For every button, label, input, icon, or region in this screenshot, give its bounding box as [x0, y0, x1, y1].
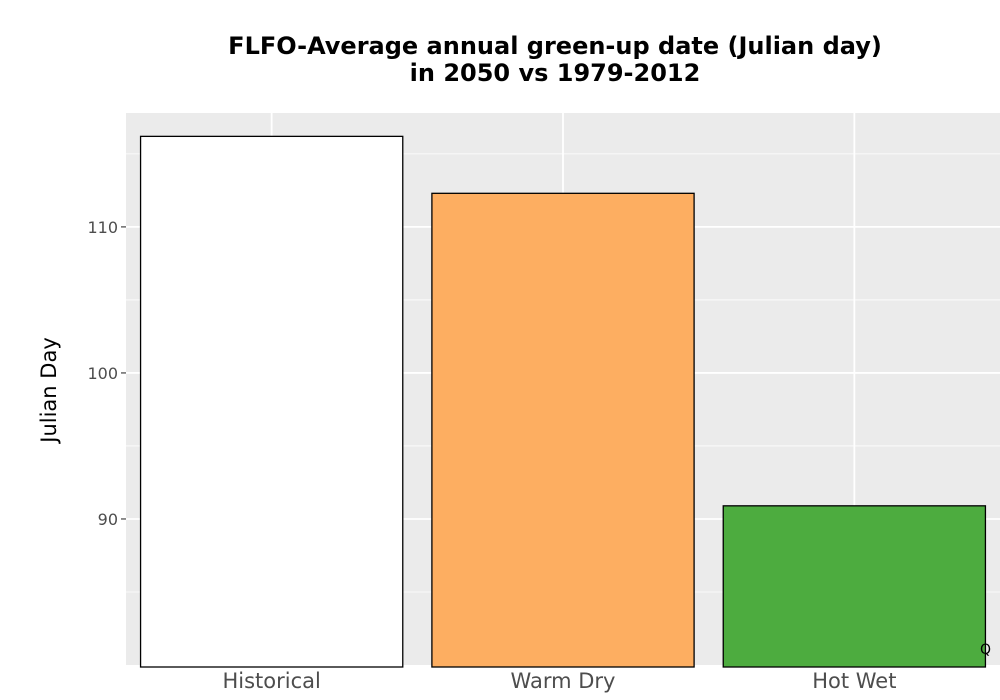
y-axis-title: Julian Day — [37, 337, 61, 445]
y-tick-label: 100 — [87, 364, 118, 383]
y-axis: 90 100 110 — [87, 218, 126, 529]
bar-warm-dry — [431, 192, 695, 668]
x-tick-label: Hot Wet — [812, 669, 896, 693]
chart-title: FLFO-Average annual green-up date (Julia… — [228, 32, 882, 87]
bar-historical — [139, 135, 404, 668]
bar-hot-wet — [722, 505, 987, 668]
bars — [139, 135, 987, 668]
x-tick-label: Warm Dry — [511, 669, 616, 693]
x-axis: Historical Warm Dry Hot Wet — [222, 669, 896, 693]
y-tick-label: 90 — [98, 510, 118, 529]
y-tick-label: 110 — [87, 218, 118, 237]
corner-mark: Q — [980, 642, 991, 658]
chart-title-line: FLFO-Average annual green-up date (Julia… — [228, 32, 882, 60]
x-tick-label: Historical — [222, 669, 320, 693]
chart-title-line: in 2050 vs 1979-2012 — [410, 59, 701, 87]
